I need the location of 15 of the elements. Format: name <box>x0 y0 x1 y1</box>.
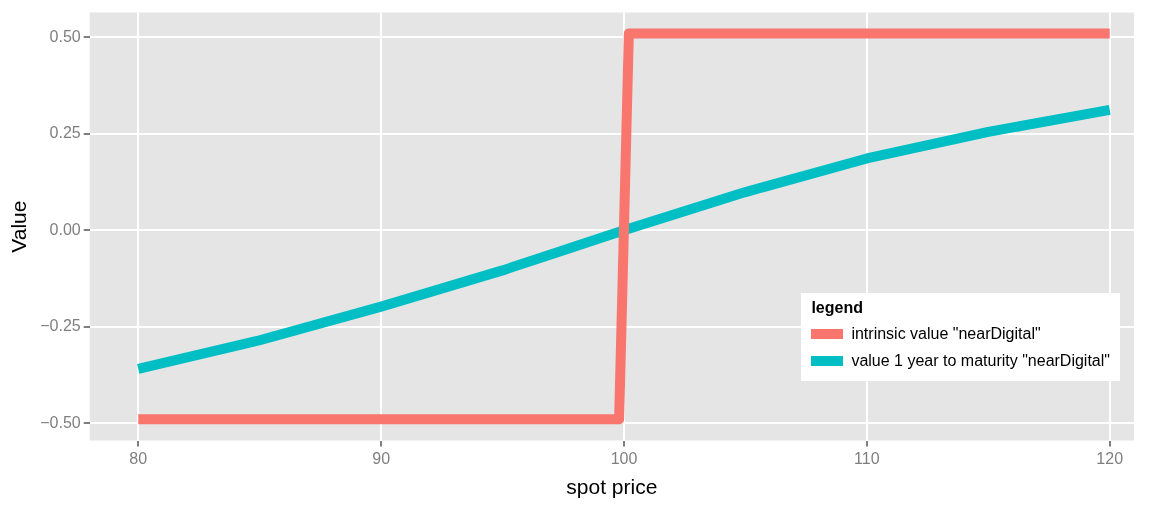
x-tick-label: 80 <box>129 449 148 467</box>
x-axis-title: spot price <box>566 475 658 499</box>
y-tick-label: 0.50 <box>49 27 81 45</box>
y-tick-label: −0.25 <box>40 317 81 335</box>
legend-label: intrinsic value "nearDigital" <box>851 325 1041 344</box>
y-axis-title: Value <box>7 200 31 253</box>
y-tick-label: 0.25 <box>49 124 81 142</box>
x-tick-label: 100 <box>610 449 638 467</box>
x-tick-label: 110 <box>854 449 880 467</box>
x-tick-label: 120 <box>1096 449 1124 467</box>
y-tick-label: −0.50 <box>40 413 81 431</box>
y-tick-label: 0.00 <box>49 220 81 238</box>
x-tick-label: 90 <box>372 449 391 467</box>
legend-label: value 1 year to maturity "nearDigital" <box>851 352 1110 371</box>
legend-title: legend <box>811 298 864 317</box>
